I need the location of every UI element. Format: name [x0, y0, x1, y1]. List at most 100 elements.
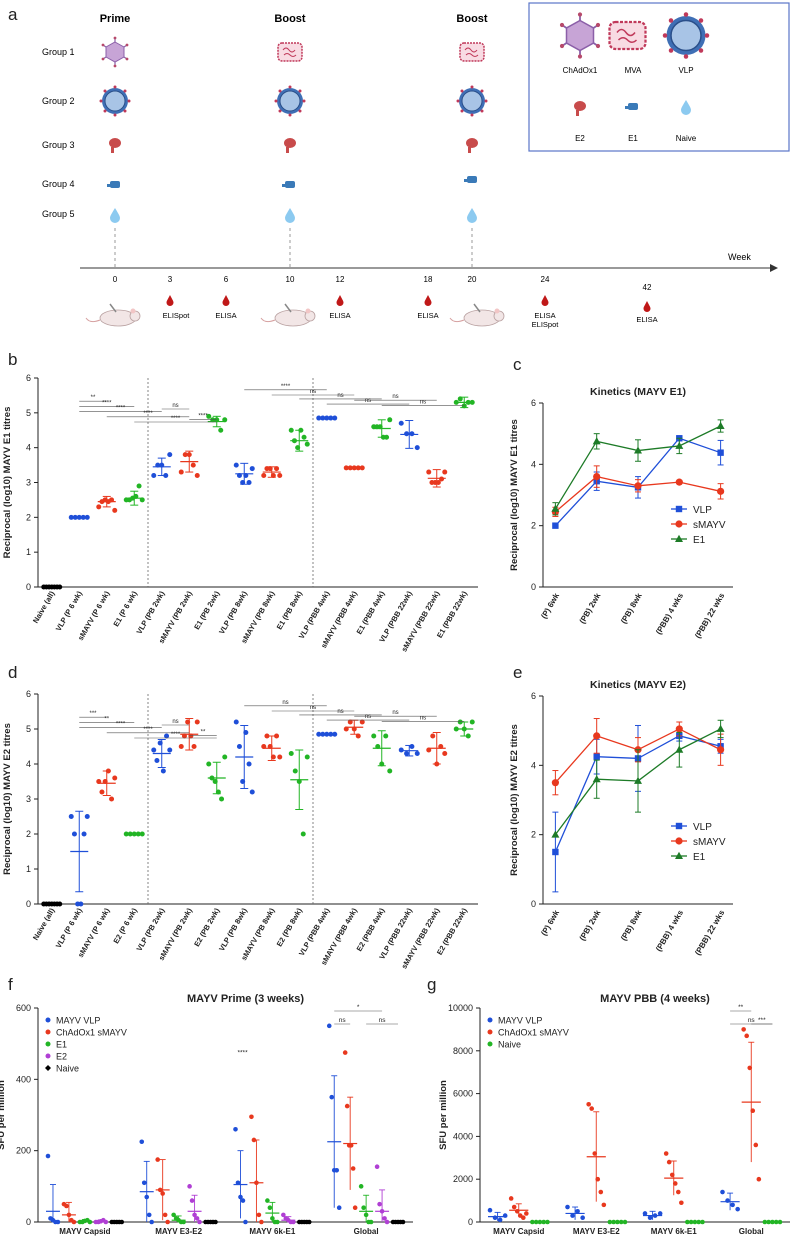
- data-point: [292, 768, 298, 774]
- data-point: [342, 1050, 348, 1055]
- data-point: [570, 1213, 575, 1218]
- legend-marker: [45, 1041, 51, 1047]
- y-tick-label: 0: [26, 1217, 31, 1227]
- data-point: [274, 733, 280, 739]
- marker-square: [717, 449, 724, 456]
- significance-label: ns: [337, 709, 343, 715]
- significance-label: **: [201, 729, 206, 735]
- significance-label: **: [91, 395, 96, 401]
- marker-circle: [675, 478, 683, 486]
- assay-labels: ELISpot ELISA ELISA ELISA ELISA ELISpot …: [163, 311, 658, 329]
- data-point: [387, 768, 393, 774]
- marker-triangle: [634, 776, 642, 784]
- y-tick-label: 4: [26, 443, 31, 453]
- y-tick-label: 6: [26, 689, 31, 699]
- data-point: [165, 1219, 170, 1225]
- data-point: [377, 1201, 382, 1207]
- legend-label: E2: [56, 1052, 67, 1062]
- data-point: [426, 469, 432, 475]
- data-point: [663, 1151, 669, 1156]
- legend-label: E1: [56, 1040, 67, 1050]
- y-tick-label: 6: [531, 398, 536, 408]
- y-tick-label: 5: [26, 408, 31, 418]
- data-point: [96, 504, 102, 510]
- y-tick-label: 0: [531, 582, 536, 592]
- data-point: [155, 1157, 160, 1162]
- significance-label: ns: [365, 398, 371, 404]
- data-point: [589, 1106, 594, 1111]
- chart-title: Kinetics (MAYV E1): [590, 386, 686, 398]
- marker-square: [593, 753, 600, 760]
- week-10: 10: [286, 275, 295, 284]
- significance-label: ****: [171, 732, 181, 738]
- data-point: [267, 1205, 273, 1211]
- data-point: [275, 1219, 280, 1225]
- y-tick-label: 2000: [453, 1174, 473, 1184]
- data-point: [642, 1211, 648, 1216]
- data-point: [151, 747, 157, 753]
- data-point: [162, 1212, 168, 1218]
- significance-label: ns: [310, 705, 316, 711]
- legend-label: Naive: [498, 1040, 521, 1050]
- panel-letter-f: f: [8, 975, 13, 994]
- vaccination-schedule-diagram: a Prime Boost Boost Group 1 Group 2 Grou…: [8, 2, 790, 329]
- data-point: [71, 1219, 77, 1225]
- marker-circle: [593, 473, 601, 481]
- data-point: [64, 1203, 69, 1209]
- chart-title: MAYV PBB (4 weeks): [600, 993, 710, 1005]
- data-point: [194, 719, 200, 725]
- data-point: [149, 1219, 154, 1225]
- data-point: [249, 1114, 254, 1120]
- y-tick-label: 4: [26, 759, 31, 769]
- y-tick-label: 2: [531, 521, 536, 531]
- data-point: [735, 1206, 740, 1212]
- y-tick-label: 6: [531, 691, 536, 701]
- data-point: [151, 473, 157, 479]
- data-point: [206, 413, 212, 419]
- data-point: [233, 1126, 238, 1132]
- data-point: [361, 1205, 366, 1211]
- legend-label: MAYV VLP: [56, 1016, 100, 1026]
- data-point: [246, 761, 252, 767]
- data-point: [249, 466, 255, 472]
- data-point: [171, 1212, 176, 1218]
- data-point: [601, 1202, 607, 1208]
- legend-marker: [45, 1065, 51, 1071]
- data-point: [382, 1216, 387, 1221]
- legend-label: ChAdOx1 sMAYV: [56, 1028, 127, 1038]
- marker-triangle: [551, 830, 560, 838]
- data-point: [190, 462, 196, 468]
- significance-label: ns: [379, 1017, 387, 1024]
- marker-square: [675, 505, 683, 513]
- panel-g-plot: MAYV PBB (4 weeks) 0 2000 4000 6000 8000 10000…: [438, 993, 790, 1236]
- x-group-label: MAYV Capsid: [59, 1227, 110, 1236]
- data-point: [265, 1198, 270, 1203]
- legend-label: E1: [693, 852, 706, 863]
- data-point: [300, 831, 306, 837]
- data-point: [187, 1184, 192, 1189]
- significance-label: ns: [392, 394, 398, 400]
- data-point: [679, 1200, 684, 1206]
- y-tick-label: 1: [26, 547, 31, 557]
- y-axis-title: Reciprocal (log10) MAYV E2 titres: [2, 723, 13, 875]
- week-6: 6: [224, 275, 229, 284]
- marker-square: [675, 822, 683, 830]
- chart-title: Kinetics (MAYV E2): [590, 679, 686, 691]
- data-point: [371, 733, 377, 739]
- data-point: [329, 1094, 335, 1100]
- data-point: [233, 719, 239, 725]
- marker-triangle: [592, 437, 601, 445]
- y-axis-title: Reciprocal (log10) MAYV E2 titres: [509, 724, 520, 876]
- phase-boost-1: Boost: [274, 13, 306, 25]
- data-point: [71, 831, 77, 837]
- legend-vlp: VLP: [678, 66, 693, 75]
- group-2-label: Group 2: [42, 96, 75, 106]
- significance-label: ****: [281, 384, 291, 390]
- y-axis-title: Reciprocal (log10) MAYV E1 titres: [509, 419, 520, 571]
- week-42: 42: [643, 283, 652, 292]
- data-point: [647, 1215, 653, 1221]
- y-tick-label: 0: [468, 1217, 473, 1227]
- data-point: [233, 462, 239, 468]
- data-point: [524, 1211, 529, 1216]
